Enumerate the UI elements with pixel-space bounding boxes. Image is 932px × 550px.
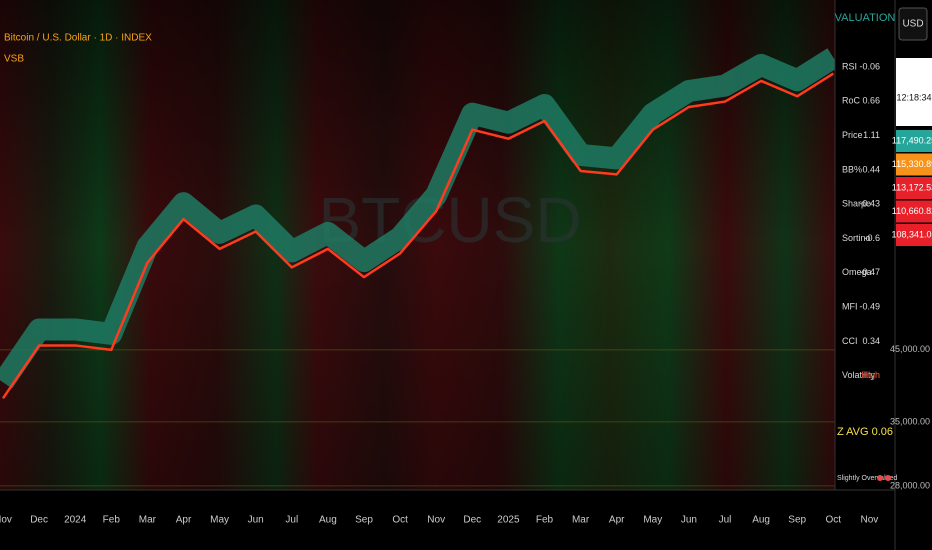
price-label-bg [896, 130, 932, 152]
x-tick-label: Apr [609, 515, 625, 526]
metric-value: High [861, 370, 880, 380]
x-tick-label: Mar [572, 515, 590, 526]
x-tick-label: Sep [355, 515, 373, 526]
x-tick-label: Jun [681, 515, 697, 526]
price-label: 110,660.82 [892, 206, 932, 216]
metric-name: Omega [842, 267, 872, 277]
metric-name: RSI [842, 61, 857, 71]
price-label-bg [896, 200, 932, 223]
metric-value: 1.11 [863, 130, 880, 140]
x-tick-label: Feb [536, 515, 554, 526]
metric-name: RoC [842, 96, 861, 106]
x-tick-label: Dec [463, 515, 481, 526]
currency-button[interactable] [898, 7, 928, 41]
metric-value: -0.47 [859, 267, 880, 277]
price-label-bg [896, 153, 932, 176]
metric-name: BB% [842, 164, 862, 174]
price-label: 113,172.53 [892, 182, 932, 192]
table-title: VALUATION [835, 12, 896, 24]
x-tick-label: Jun [248, 515, 264, 526]
x-tick-label: Feb [103, 515, 121, 526]
metric-name: CCI [842, 336, 858, 346]
chart-title: Bitcoin / U.S. Dollar · 1D · INDEX [4, 33, 152, 44]
x-tick-label: Oct [826, 515, 842, 526]
valuation-status: Slightly Overvalued [837, 475, 897, 482]
indicator-name: VSB [4, 54, 24, 65]
x-tick-label: Dec [30, 515, 48, 526]
x-tick-label: Aug [319, 515, 337, 526]
x-tick-label: 2024 [64, 515, 87, 526]
y-tick-label: 35,000.00 [890, 416, 930, 426]
clock: 12:18:34 [896, 92, 931, 102]
metric-value: 0.34 [862, 336, 880, 346]
currency[interactable]: USD [902, 19, 923, 30]
metric-value: -0.06 [859, 61, 880, 71]
x-tick-label: Nov [0, 515, 12, 526]
status-dot [877, 475, 883, 481]
x-tick-label: May [210, 515, 229, 526]
metric-value: 0.66 [862, 96, 880, 106]
band [0, 48, 840, 389]
x-tick-label: Nov [427, 515, 445, 526]
x-tick-label: Sep [788, 515, 806, 526]
metric-name: Sortino [842, 233, 871, 243]
watermark: BTCUSD [318, 184, 581, 256]
y-tick-label: 28,000.00 [890, 480, 930, 490]
x-tick-label: Mar [139, 515, 157, 526]
metric-value: -0.43 [859, 199, 880, 209]
metric-value: -0.6 [864, 233, 880, 243]
price-line [1, 72, 834, 400]
metric-value: -0.49 [859, 301, 880, 311]
clock-label-bg [896, 58, 932, 126]
valuation-panel [835, 0, 895, 490]
x-tick-label: Jul [719, 515, 732, 526]
price-label: 115,330.89 [892, 159, 932, 169]
metric-name: Price [842, 130, 863, 140]
x-tick-label: Jul [285, 515, 298, 526]
metric-name: MFI [842, 301, 858, 311]
x-tick-label: 2025 [497, 515, 520, 526]
status-dot [885, 475, 891, 481]
y-tick-label: 45,000.00 [890, 344, 930, 354]
price-label-bg [896, 177, 932, 199]
x-tick-label: Oct [392, 515, 408, 526]
metric-value: 0.44 [862, 164, 880, 174]
x-tick-label: Apr [176, 515, 192, 526]
x-tick-label: Nov [861, 515, 879, 526]
price-label-bg [896, 224, 932, 246]
price-label: 117,490.25 [892, 135, 932, 145]
z-average: Z AVG 0.06 [837, 426, 893, 438]
metric-name: Volatility [842, 370, 876, 380]
metric-name: Sharpe [842, 199, 871, 209]
price-label: 108,341.08 [891, 229, 932, 239]
x-tick-label: May [643, 515, 662, 526]
x-tick-label: Aug [752, 515, 770, 526]
